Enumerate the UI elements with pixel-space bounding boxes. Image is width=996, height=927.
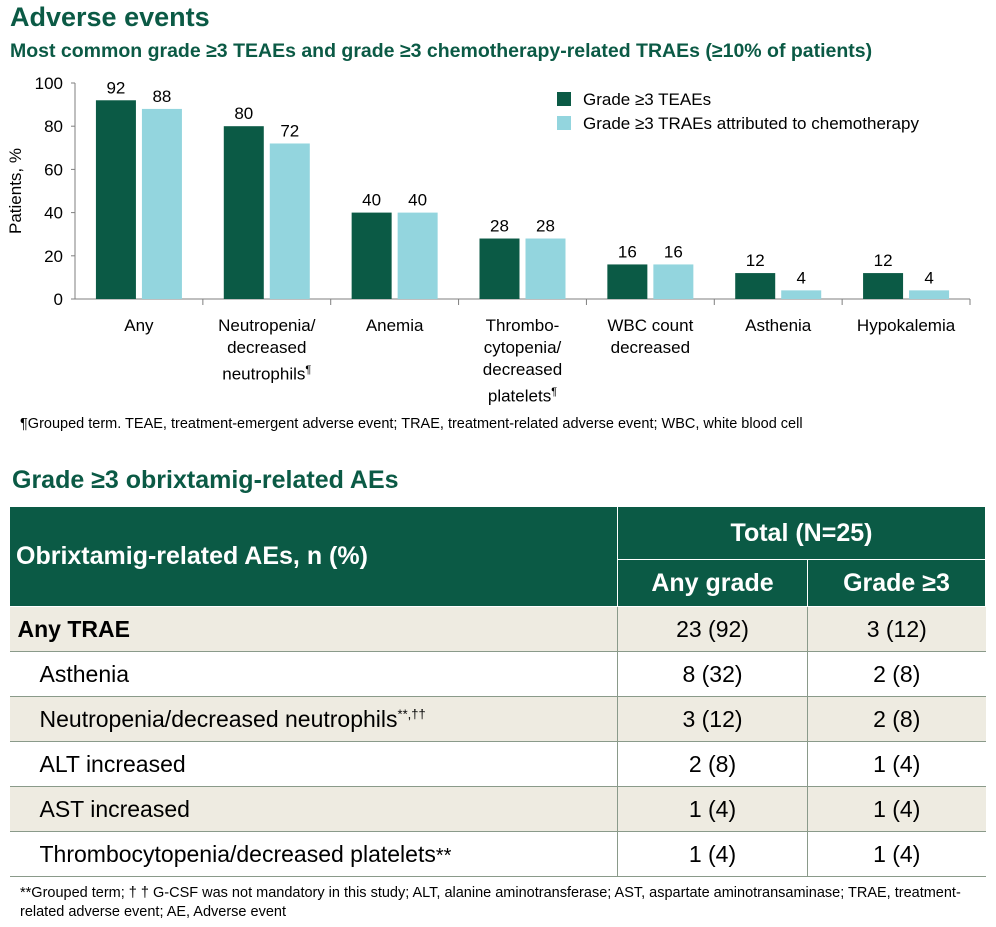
bar-value-label: 4: [924, 268, 933, 287]
table-row: ALT increased 2 (8) 1 (4): [9, 741, 986, 787]
cell-any-grade: 2 (8): [617, 741, 808, 787]
bar-series-1: [479, 238, 520, 299]
bar-series-1: [735, 273, 776, 299]
bar-value-label: 92: [106, 78, 125, 97]
table-header-total: Total (N=25): [617, 506, 986, 560]
bar-value-label: 40: [362, 191, 381, 210]
bar-value-label: 88: [152, 87, 171, 106]
obrixtamig-ae-table: Obrixtamig-related AEs, n (%) Total (N=2…: [9, 506, 986, 877]
bar-value-label: 4: [796, 268, 805, 287]
table-footnote: **Grouped term; † † G-CSF was not mandat…: [20, 885, 961, 920]
row-label: AST increased: [9, 786, 618, 832]
table-row: Neutropenia/decreased neutrophils**,†† 3…: [9, 696, 986, 742]
bar-value-label: 16: [664, 242, 683, 261]
bar-value-label: 80: [234, 104, 253, 123]
bar-series-1: [607, 264, 648, 299]
row-label: Neutropenia/decreased neutrophils**,††: [9, 696, 618, 742]
table-section-title: Grade ≥3 obrixtamig-related AEs: [12, 466, 399, 494]
cell-any-grade: 3 (12): [617, 696, 808, 742]
x-category-label: Hypokalemia: [856, 316, 956, 335]
bar-series-2: [269, 143, 310, 299]
table-row: AST increased 1 (4) 1 (4): [9, 786, 986, 832]
bar-value-label: 12: [874, 251, 893, 270]
y-tick-label: 20: [44, 247, 63, 266]
x-category-label: Anemia: [365, 316, 424, 335]
legend-swatch: [557, 92, 571, 106]
table-header-any-grade: Any grade: [617, 559, 808, 607]
bar-value-label: 16: [618, 242, 637, 261]
bar-value-label: 28: [490, 217, 509, 236]
chart-footnote: ¶Grouped term. TEAE, treatment-emergent …: [20, 416, 803, 432]
legend-label: Grade ≥3 TEAEs: [583, 90, 711, 109]
bar-series-1: [223, 126, 264, 299]
y-tick-label: 80: [44, 117, 63, 136]
x-category-label: Any: [124, 316, 154, 335]
row-label-footnote-mark: **,††: [397, 705, 426, 721]
y-axis-title: Patients, %: [6, 148, 25, 234]
cell-grade3: 2 (8): [807, 651, 986, 697]
bar-value-label: 40: [408, 191, 427, 210]
row-label: Thrombocytopenia/decreased platelets**: [9, 831, 618, 877]
x-category-label: Thrombo-cytopenia/decreased platelets¶: [482, 316, 563, 406]
bar-chart: 0 20 40 60 80 100 Patients, % 92 88 80 72 40 40 28 28 1…: [6, 74, 971, 309]
bar-value-label: 28: [536, 217, 555, 236]
legend-swatch: [557, 116, 571, 130]
cell-grade3: 1 (4): [807, 831, 986, 877]
bar-value-label: 12: [746, 251, 765, 270]
bar-series-2: [141, 108, 182, 299]
y-tick-label: 100: [35, 74, 63, 93]
bar-value-label: 72: [280, 121, 299, 140]
bar-series-1: [351, 212, 392, 299]
bar-series-2: [397, 212, 438, 299]
cell-any-grade: 23 (92): [617, 606, 808, 652]
cell-grade3: 1 (4): [807, 786, 986, 832]
cell-grade3: 1 (4): [807, 741, 986, 787]
row-label: Asthenia: [9, 651, 618, 697]
row-label-footnote-mark: **: [435, 844, 452, 867]
table-row: Any TRAE 23 (92) 3 (12): [9, 606, 986, 652]
chart-subtitle: Most common grade ≥3 TEAEs and grade ≥3 …: [10, 40, 873, 62]
cell-grade3: 3 (12): [807, 606, 986, 652]
row-label: Any TRAE: [9, 606, 618, 652]
cell-grade3: 2 (8): [807, 696, 986, 742]
table-row: Asthenia 8 (32) 2 (8): [9, 651, 986, 697]
bar-series-1: [95, 100, 136, 299]
x-category-label: Neutropenia/decreased neutrophils¶: [218, 316, 316, 384]
x-category-label: WBC count decreased: [607, 316, 694, 357]
table-header-grade3: Grade ≥3: [807, 559, 986, 607]
cell-any-grade: 1 (4): [617, 786, 808, 832]
table-header-label: Obrixtamig-related AEs, n (%): [9, 506, 618, 607]
cell-any-grade: 1 (4): [617, 831, 808, 877]
y-tick-label: 40: [44, 204, 63, 223]
y-tick-label: 0: [54, 290, 63, 309]
cell-any-grade: 8 (32): [617, 651, 808, 697]
x-category-label: Asthenia: [745, 316, 812, 335]
row-label: ALT increased: [9, 741, 618, 787]
bar-series-1: [863, 273, 904, 299]
page-title: Adverse events: [10, 2, 210, 32]
bar-series-2: [525, 238, 566, 299]
table-row: Thrombocytopenia/decreased platelets** 1…: [9, 831, 986, 877]
legend-label: Grade ≥3 TRAEs attributed to chemotherap…: [583, 114, 919, 133]
bar-series-2: [653, 264, 694, 299]
bar-series-2: [909, 290, 950, 299]
y-tick-label: 60: [44, 160, 63, 179]
bar-series-2: [781, 290, 822, 299]
